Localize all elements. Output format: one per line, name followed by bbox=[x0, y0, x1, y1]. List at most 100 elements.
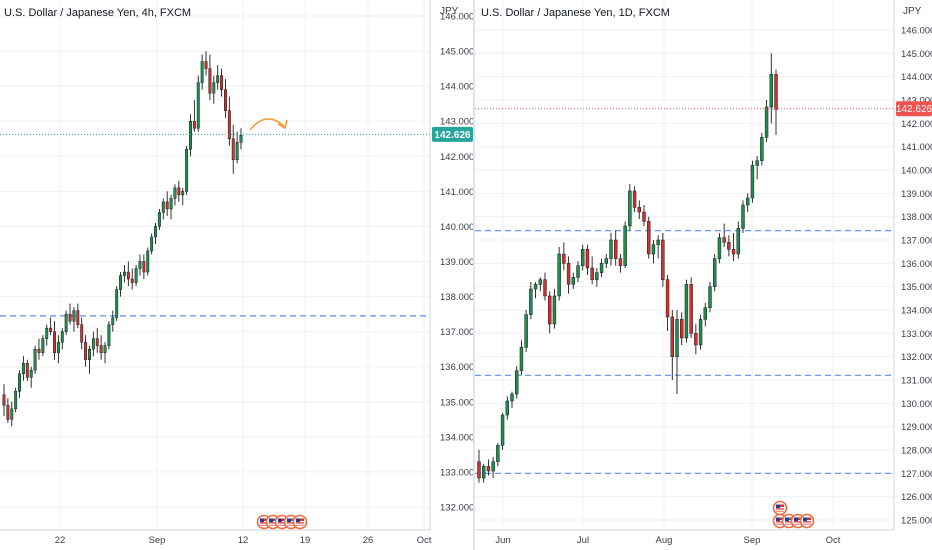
candle bbox=[130, 268, 134, 290]
candle bbox=[529, 282, 533, 320]
candle bbox=[604, 254, 608, 268]
candle bbox=[115, 286, 119, 322]
y-tick-label: 131.000 bbox=[901, 376, 932, 387]
y-tick-label: 144.000 bbox=[440, 82, 474, 93]
candle bbox=[150, 233, 154, 255]
time-axis-left[interactable]: 22 Sep 12 19 26 Oct bbox=[55, 535, 432, 546]
candle bbox=[37, 338, 41, 360]
chart-title-right: U.S. Dollar / Japanese Yen, 1D, FXCM bbox=[481, 7, 670, 19]
candle bbox=[665, 275, 670, 331]
candle bbox=[126, 261, 130, 287]
candle bbox=[590, 256, 594, 285]
candle bbox=[477, 450, 481, 483]
candle bbox=[632, 186, 637, 212]
chart-panel-4h[interactable]: U.S. Dollar / Japanese Yen, 4h, FXCM JPY… bbox=[0, 0, 474, 546]
candle bbox=[500, 412, 505, 450]
y-tick-label: 138.000 bbox=[901, 212, 932, 223]
candle bbox=[713, 254, 717, 292]
candle bbox=[161, 198, 165, 220]
time-axis-right[interactable]: Jun Jul Aug Sep Oct bbox=[495, 535, 840, 546]
candle bbox=[177, 180, 181, 202]
candle bbox=[680, 312, 684, 345]
candle bbox=[647, 216, 651, 259]
price-axis-right[interactable]: 125.000 126.000 127.000 128.000 129.000 130.0… bbox=[901, 26, 932, 527]
candle bbox=[614, 230, 618, 266]
grid-left bbox=[0, 0, 430, 530]
y-tick-label: 137.000 bbox=[440, 327, 474, 338]
candle bbox=[45, 324, 49, 346]
candle bbox=[91, 331, 95, 357]
y-tick-label: 129.000 bbox=[901, 422, 932, 433]
candle bbox=[231, 124, 235, 174]
y-tick-label: 146.000 bbox=[901, 26, 932, 37]
candle bbox=[722, 223, 726, 247]
candle bbox=[510, 391, 514, 408]
y-tick-label: 128.000 bbox=[901, 446, 932, 457]
candle bbox=[165, 191, 169, 216]
x-tick-label: 26 bbox=[363, 535, 374, 546]
y-tick-label: 137.000 bbox=[901, 236, 932, 247]
x-tick-label: Aug bbox=[656, 535, 673, 546]
y-tick-label: 127.000 bbox=[901, 469, 932, 480]
y-tick-label: 139.000 bbox=[901, 189, 932, 200]
candle bbox=[538, 277, 542, 292]
y-tick-label: 140.000 bbox=[901, 166, 932, 177]
candle bbox=[684, 279, 689, 343]
candle bbox=[566, 256, 571, 294]
us-flag-event-icon bbox=[292, 514, 308, 530]
y-tick-label: 126.000 bbox=[901, 492, 932, 503]
candle bbox=[698, 314, 703, 350]
price-axis-left[interactable]: 132.000 133.000 134.000 135.000 136.000 137.0… bbox=[440, 12, 474, 514]
chart-panel-1d[interactable]: U.S. Dollar / Japanese Yen, 1D, FXCM JPY… bbox=[475, 0, 932, 546]
y-tick-label: 134.000 bbox=[440, 432, 474, 443]
candle bbox=[543, 272, 547, 301]
y-tick-label: 138.000 bbox=[440, 292, 474, 303]
candle bbox=[181, 187, 185, 206]
candle bbox=[103, 342, 107, 364]
us-flag-event-icons-right[interactable] bbox=[772, 500, 815, 529]
candle bbox=[769, 53, 773, 124]
candle bbox=[548, 291, 552, 334]
last-price-tag-right: 142.626 bbox=[896, 101, 932, 117]
candle bbox=[64, 310, 68, 336]
candle bbox=[637, 200, 641, 219]
candle bbox=[142, 254, 146, 280]
candle bbox=[173, 184, 177, 206]
svg-text:142.626: 142.626 bbox=[434, 130, 471, 141]
candle bbox=[694, 324, 698, 355]
candle bbox=[736, 221, 740, 259]
candle bbox=[25, 359, 29, 381]
candle bbox=[68, 303, 72, 325]
candle bbox=[731, 233, 736, 261]
us-flag-event-icons-left[interactable] bbox=[256, 514, 308, 530]
candle bbox=[585, 244, 590, 275]
candle bbox=[670, 310, 674, 380]
candle bbox=[2, 384, 6, 416]
candle bbox=[227, 96, 231, 146]
candlestick-series-right bbox=[477, 53, 778, 483]
candle bbox=[216, 65, 220, 90]
candle bbox=[122, 265, 126, 283]
candle bbox=[571, 272, 575, 289]
candle bbox=[656, 235, 660, 259]
y-tick-label: 144.000 bbox=[901, 72, 932, 83]
candle bbox=[204, 51, 208, 76]
candle bbox=[88, 345, 91, 374]
candle bbox=[661, 233, 665, 287]
candle bbox=[29, 366, 33, 388]
candle bbox=[496, 443, 500, 467]
x-tick-label: 19 bbox=[300, 535, 311, 546]
y-tick-label: 142.000 bbox=[901, 119, 932, 130]
us-flag-event-icon bbox=[772, 500, 788, 516]
candle bbox=[76, 303, 80, 329]
candle bbox=[134, 265, 138, 287]
candle bbox=[774, 69, 778, 135]
candle bbox=[760, 132, 764, 166]
candle bbox=[689, 277, 693, 338]
panel-divider[interactable] bbox=[473, 0, 475, 550]
y-tick-label: 133.000 bbox=[901, 329, 932, 340]
y-tick-label: 125.000 bbox=[901, 516, 932, 527]
x-tick-label: 22 bbox=[55, 535, 66, 546]
y-tick-label: 143.000 bbox=[901, 96, 932, 107]
